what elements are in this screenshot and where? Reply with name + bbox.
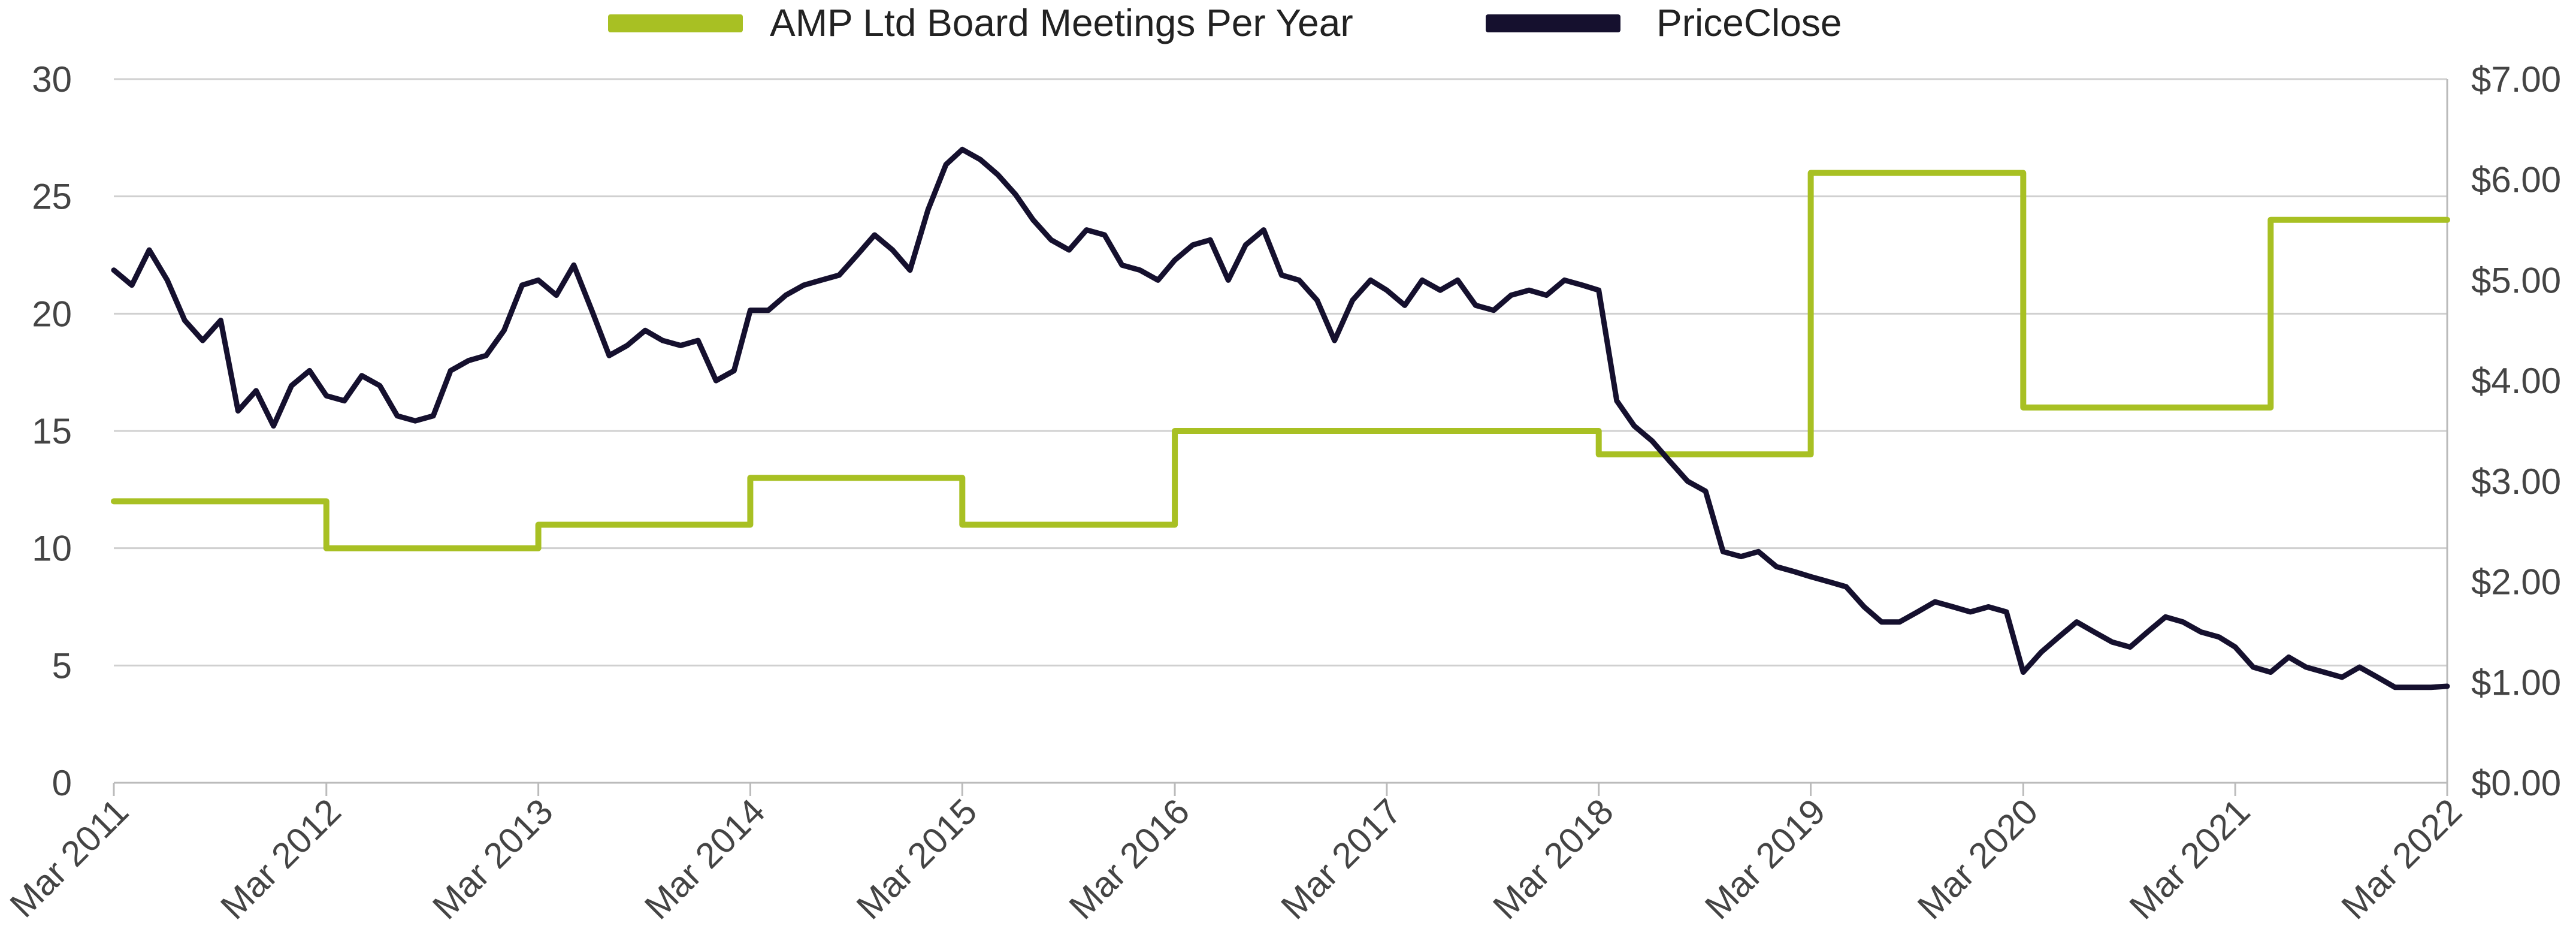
- legend: AMP Ltd Board Meetings Per Year PriceClo…: [608, 1, 1842, 44]
- x-axis-ticks: Mar 2011 Mar 2012 Mar 2013 Mar 2014 Mar 2015…: [2, 791, 2469, 927]
- right-tick-label: $2.00: [2471, 562, 2561, 602]
- right-axis-ticks: $0.00 $1.00 $2.00 $3.00 $4.00 $5.00 $6.00 $7.00: [2471, 59, 2561, 803]
- left-tick-label: 0: [52, 763, 72, 803]
- x-tick-label: Mar 2017: [1273, 791, 1409, 927]
- left-tick-label: 30: [32, 59, 72, 99]
- left-tick-label: 25: [32, 177, 72, 217]
- right-tick-label: $3.00: [2471, 462, 2561, 502]
- right-tick-label: $6.00: [2471, 160, 2561, 200]
- legend-label-board-meetings: AMP Ltd Board Meetings Per Year: [770, 1, 1353, 44]
- x-tick-label: Mar 2016: [1062, 791, 1198, 927]
- left-tick-label: 15: [32, 411, 72, 451]
- x-tick-label: Mar 2011: [2, 791, 136, 925]
- series-line-priceclose: [111, 146, 2450, 690]
- right-tick-label: $4.00: [2471, 361, 2561, 401]
- legend-swatch-priceclose: [1486, 14, 1620, 32]
- x-tick-label: Mar 2012: [213, 791, 349, 927]
- left-tick-label: 20: [32, 294, 72, 334]
- x-tick-label: Mar 2021: [2122, 791, 2258, 927]
- series-line-amp-ltd-board-meetings-per-year: [111, 170, 2450, 551]
- left-tick-label: 10: [32, 529, 72, 569]
- right-tick-label: $1.00: [2471, 662, 2561, 702]
- x-tick-label: Mar 2018: [1485, 791, 1621, 927]
- x-tick-label: Mar 2014: [637, 791, 773, 927]
- right-tick-label: $0.00: [2471, 763, 2561, 803]
- left-tick-label: 5: [52, 646, 72, 686]
- x-tick-label: Mar 2020: [1910, 791, 2046, 927]
- x-tick-label: Mar 2022: [2334, 791, 2470, 927]
- legend-label-priceclose: PriceClose: [1656, 1, 1842, 44]
- left-axis-ticks: 0 5 10 15 20 25 30: [32, 59, 72, 803]
- x-tick-label: Mar 2019: [1697, 791, 1833, 927]
- series-lines: [111, 146, 2450, 690]
- x-tick-label: Mar 2015: [849, 791, 985, 927]
- x-tick-label: Mar 2013: [425, 791, 561, 927]
- legend-swatch-board-meetings: [608, 14, 743, 32]
- right-tick-label: $5.00: [2471, 260, 2561, 300]
- axes: [113, 79, 2448, 796]
- right-tick-label: $7.00: [2471, 59, 2561, 99]
